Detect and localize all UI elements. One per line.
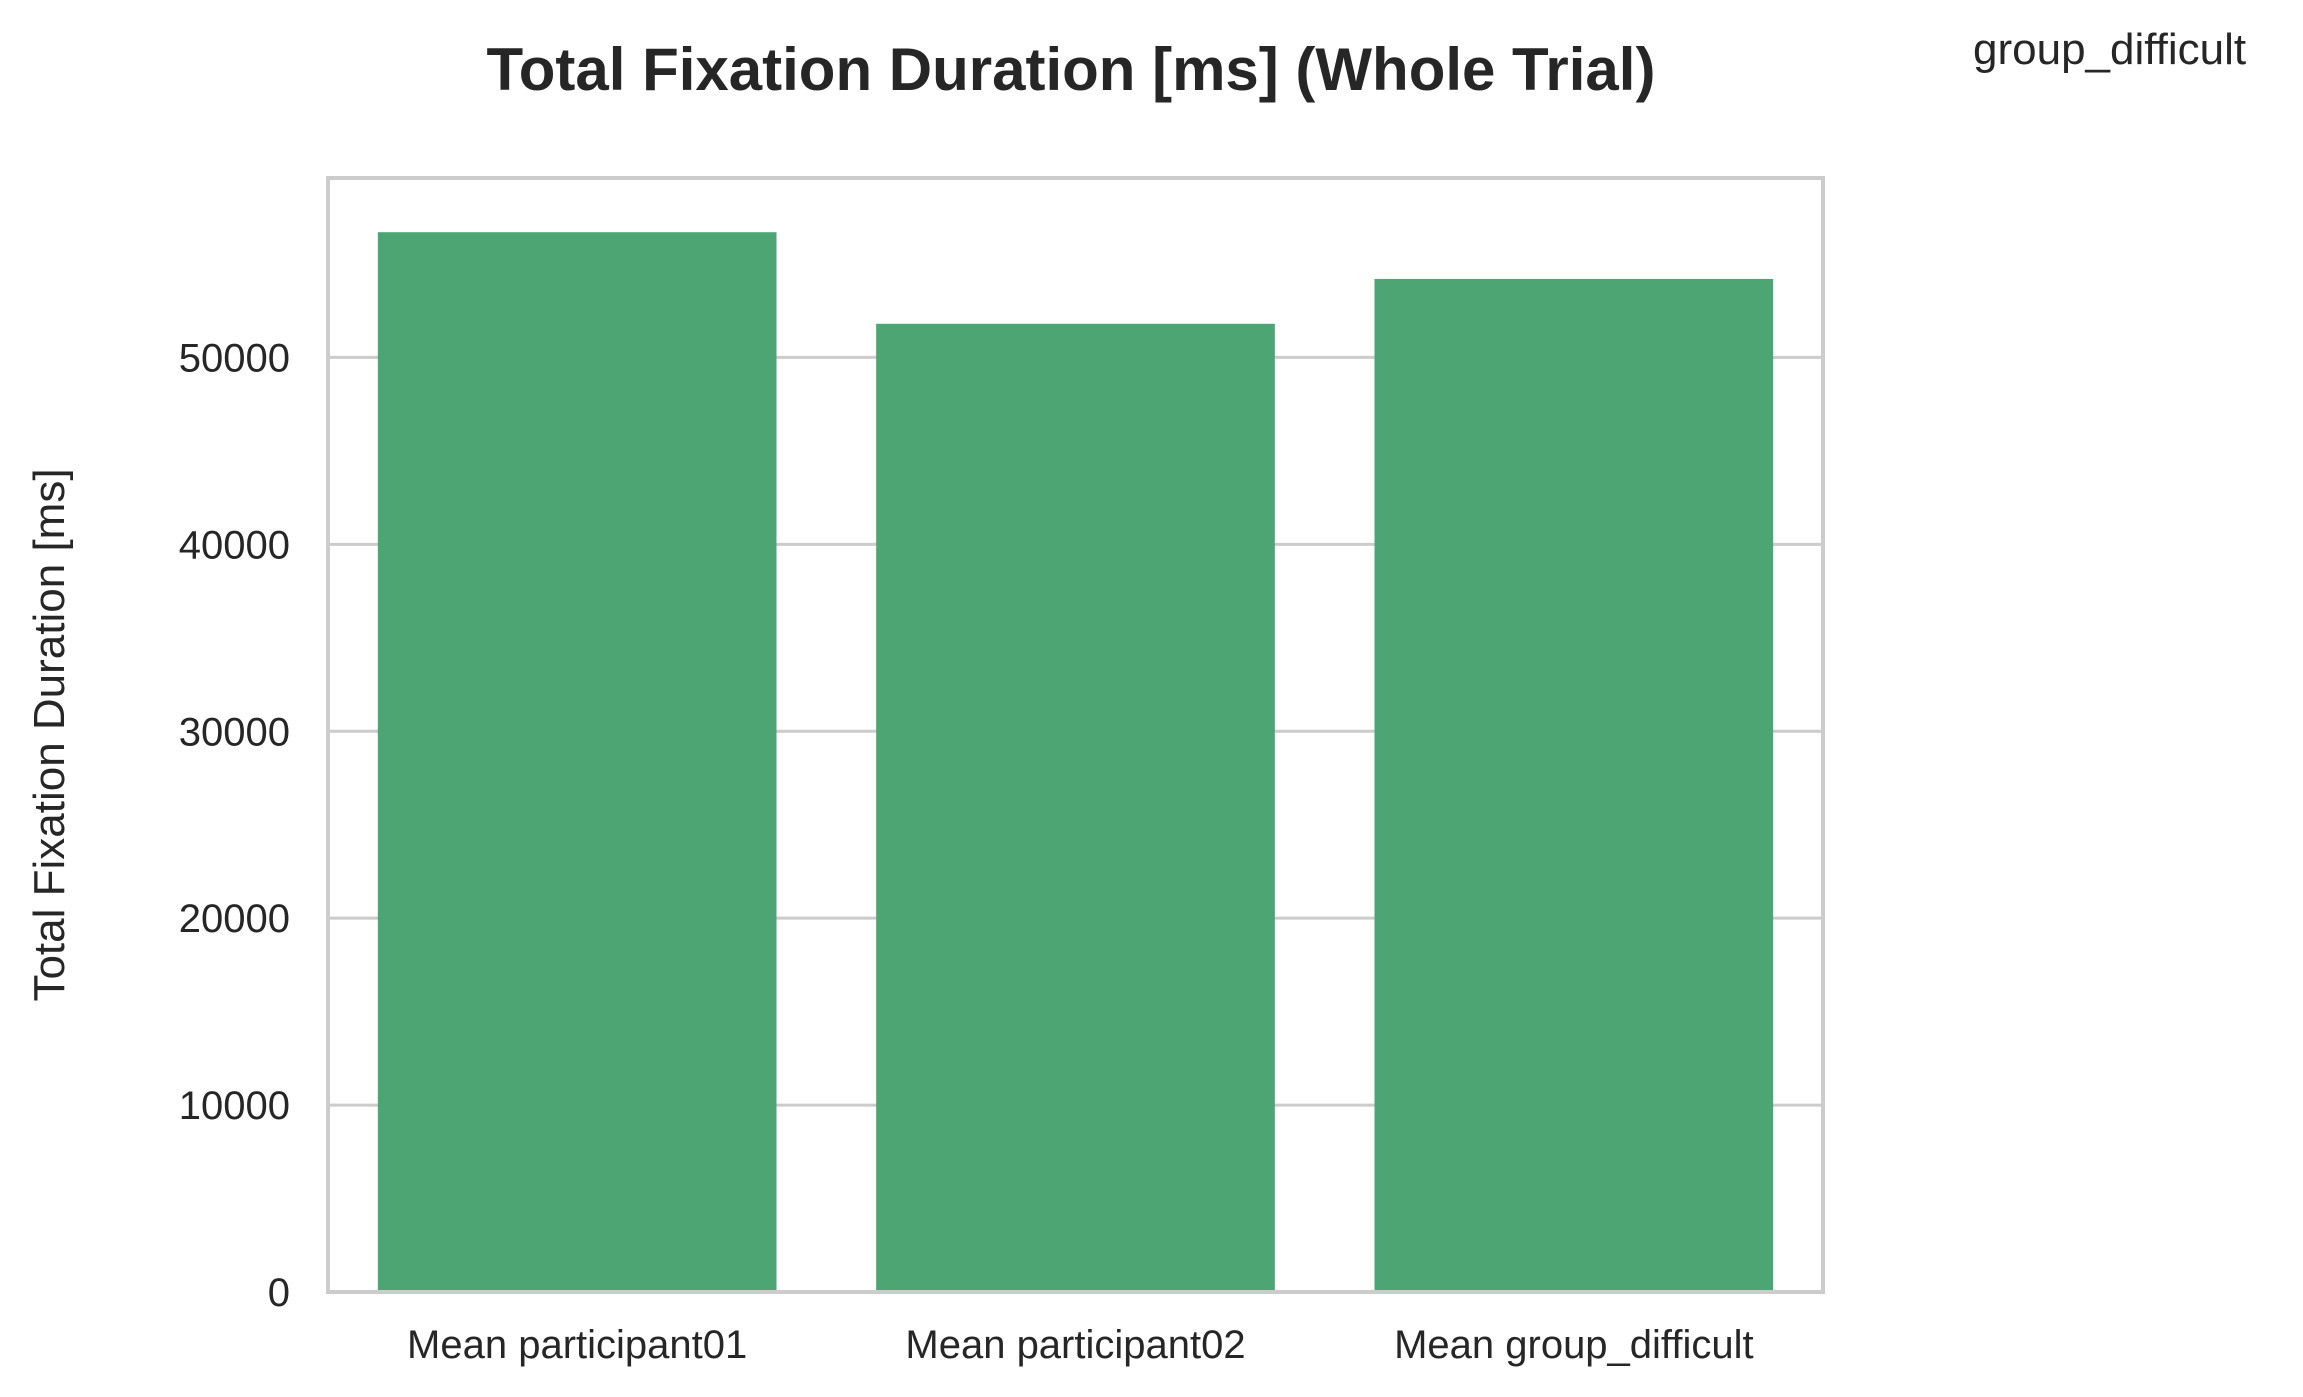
plot-frame bbox=[326, 176, 1825, 1294]
y-tick-label: 40000 bbox=[179, 523, 290, 567]
x-tick-label: Mean participant01 bbox=[407, 1323, 747, 1367]
bar bbox=[1374, 278, 1774, 1293]
y-tick-label: 30000 bbox=[179, 710, 290, 754]
y-tick-labels: 0 10000 20000 30000 40000 50000 bbox=[179, 336, 290, 1315]
x-tick-labels: Mean participant01 Mean participant02 Mean… bbox=[407, 1323, 1754, 1367]
y-tick-label: 0 bbox=[268, 1271, 290, 1315]
x-tick-label: Mean group_difficult bbox=[1394, 1323, 1754, 1367]
y-tick-label: 50000 bbox=[179, 336, 290, 380]
chart-title: Total Fixation Duration [ms] (Whole Tria… bbox=[487, 36, 1656, 103]
y-tick-label: 10000 bbox=[179, 1084, 290, 1128]
corner-label: group_difficult bbox=[1973, 25, 2246, 74]
y-axis-label: Total Fixation Duration [ms] bbox=[25, 468, 74, 1001]
bars bbox=[377, 232, 1774, 1293]
x-tick-label: Mean participant02 bbox=[905, 1323, 1245, 1367]
y-tick-label: 20000 bbox=[179, 897, 290, 941]
bar bbox=[377, 232, 777, 1292]
bar bbox=[876, 323, 1275, 1292]
